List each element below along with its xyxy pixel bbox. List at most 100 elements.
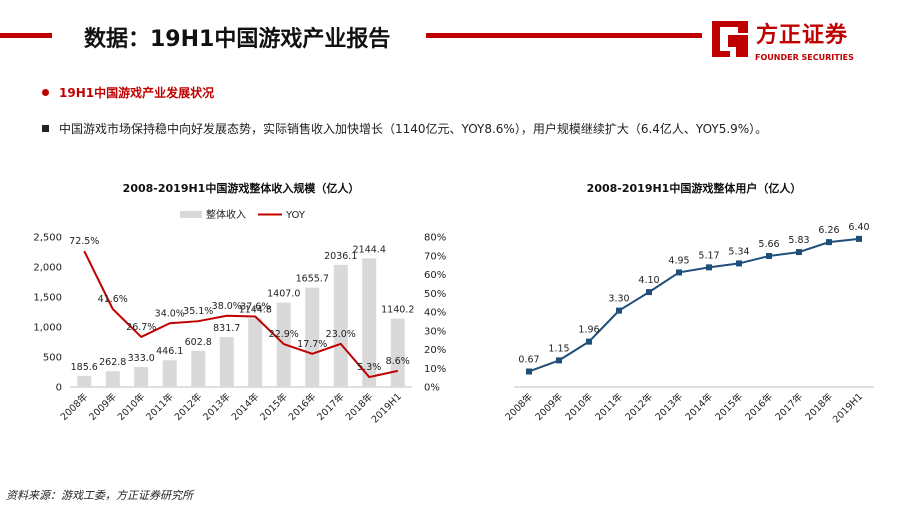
users-chart: 2008-2019H1中国游戏整体用户（亿人） 0.67 1.15 1.96 3.30 4… [503, 181, 874, 426]
bar [162, 360, 177, 387]
bar-value-label: 262.8 [99, 357, 126, 368]
data-point-marker [526, 368, 532, 375]
yoy-value-label: 35.1% [183, 306, 213, 317]
x-tick-label: 2008年 [503, 390, 536, 423]
summary-text: 中国游戏市场保持稳中向好发展态势，实际销售收入加快增长（1140亿元、YOY8.… [59, 122, 768, 136]
x-tick-label: 2015年 [713, 390, 746, 423]
bar [362, 258, 377, 387]
data-value-label: 5.66 [758, 239, 779, 250]
logo-text-en: FOUNDER SECURITIES [755, 53, 854, 62]
y2-tick-label: 40% [424, 308, 446, 319]
x-tick-label: 2012年 [623, 390, 656, 423]
data-point-marker [556, 357, 562, 364]
data-point-marker [616, 307, 622, 314]
title-accent-bar-right [426, 33, 702, 38]
bar [248, 318, 263, 387]
logo-mark-icon [712, 21, 748, 57]
x-tick-label: 2010年 [563, 390, 596, 423]
x-tick-label: 2019H1 [370, 391, 404, 425]
x-tick-label: 2014年 [683, 390, 716, 423]
x-tick-label: 2011年 [593, 390, 626, 423]
bar-value-label: 2144.4 [353, 244, 386, 255]
yoy-value-label: 17.7% [297, 339, 327, 350]
users-line [528, 237, 860, 373]
data-value-label: 6.26 [818, 225, 839, 236]
data-point-marker [826, 239, 832, 246]
bar-value-label: 1407.0 [267, 289, 300, 300]
yoy-value-label: 23.0% [326, 329, 356, 340]
y2-tick-label: 0% [424, 383, 440, 394]
y-tick-label: 1,000 [33, 323, 62, 334]
x-tick-label: 2009年 [87, 390, 120, 423]
x-tick-label: 2013年 [201, 390, 234, 423]
x-tick-label: 2008年 [58, 390, 91, 423]
x-tick-label: 2010年 [115, 390, 148, 423]
yoy-value-label: 5.3% [357, 362, 381, 373]
y2-tick-label: 20% [424, 345, 446, 356]
x-tick-label: 2016年 [743, 390, 776, 423]
bar-value-label: 831.7 [213, 323, 240, 334]
y2-tick-label: 30% [424, 326, 446, 337]
bar-value-label: 185.6 [71, 362, 98, 373]
bar-value-label: 1655.7 [296, 274, 329, 285]
x-tick-label: 2013年 [653, 390, 686, 423]
bar [191, 350, 206, 387]
data-value-label: 4.10 [638, 275, 659, 286]
y2-tick-label: 70% [424, 251, 446, 262]
y2-tick-label: 10% [424, 364, 446, 375]
y-tick-label: 500 [43, 353, 62, 364]
legend-label: 整体收入 [206, 208, 246, 221]
x-tick-label: 2015年 [258, 390, 291, 423]
y2-tick-label: 80% [424, 233, 446, 244]
data-value-label: 3.30 [608, 294, 629, 305]
legend-swatch-bar [180, 211, 202, 218]
data-point-marker [766, 253, 772, 260]
chart-legend: 整体收入 YOY [180, 208, 306, 221]
y2-tick-label: 60% [424, 270, 446, 281]
data-value-label: 5.34 [728, 246, 749, 257]
data-value-label: 1.96 [578, 325, 599, 336]
bar-value-label: 1144.8 [239, 304, 272, 315]
y-tick-label: 1,500 [33, 293, 62, 304]
data-value-label: 5.83 [788, 235, 809, 246]
data-value-label: 0.67 [518, 354, 539, 365]
page-title: 数据：19H1中国游戏产业报告 [84, 27, 391, 52]
data-point-marker [586, 338, 592, 345]
bar [219, 337, 234, 387]
x-tick-label: 2012年 [172, 390, 205, 423]
yoy-value-label: 22.9% [269, 329, 299, 340]
x-tick-label: 2019H1 [831, 391, 865, 425]
yoy-value-label: 41.6% [98, 294, 128, 305]
yoy-value-label: 34.0% [155, 308, 185, 319]
bar-value-label: 333.0 [128, 353, 155, 364]
y-tick-label: 0 [56, 383, 62, 394]
data-value-label: 1.15 [548, 343, 569, 354]
bar [134, 367, 149, 387]
summary-bullet: 中国游戏市场保持稳中向好发展态势，实际销售收入加快增长（1140亿元、YOY8.… [42, 120, 767, 137]
x-tick-label: 2009年 [533, 390, 566, 423]
data-point-marker [706, 264, 712, 271]
data-value-label: 4.95 [668, 255, 689, 266]
bar [305, 287, 320, 387]
yoy-value-label: 26.7% [126, 322, 156, 333]
x-tick-label: 2011年 [144, 390, 177, 423]
data-point-marker [856, 235, 862, 242]
y-tick-label: 2,500 [33, 233, 62, 244]
bar-value-label: 446.1 [156, 346, 183, 357]
x-tick-label: 2017年 [315, 390, 348, 423]
x-tick-label: 2017年 [773, 390, 806, 423]
data-point-marker [646, 289, 652, 296]
data-value-label: 6.40 [848, 222, 869, 233]
bar [390, 318, 405, 387]
yoy-value-label: 38.0% [212, 301, 242, 312]
chart-title: 2008-2019H1中国游戏整体收入规模（亿人） [123, 181, 360, 195]
logo-text-cn: 方正证券 [756, 23, 849, 48]
source-note: 资料来源：游戏工委，方正证券研究所 [6, 489, 193, 502]
x-tick-label: 2016年 [286, 390, 319, 423]
yoy-value-label: 72.5% [69, 236, 99, 247]
bar [333, 264, 348, 387]
founder-securities-logo: 方正证券 FOUNDER SECURITIES [708, 15, 898, 65]
data-point-marker [676, 269, 682, 276]
data-point-marker [796, 249, 802, 256]
x-tick-label: 2014年 [229, 390, 262, 423]
